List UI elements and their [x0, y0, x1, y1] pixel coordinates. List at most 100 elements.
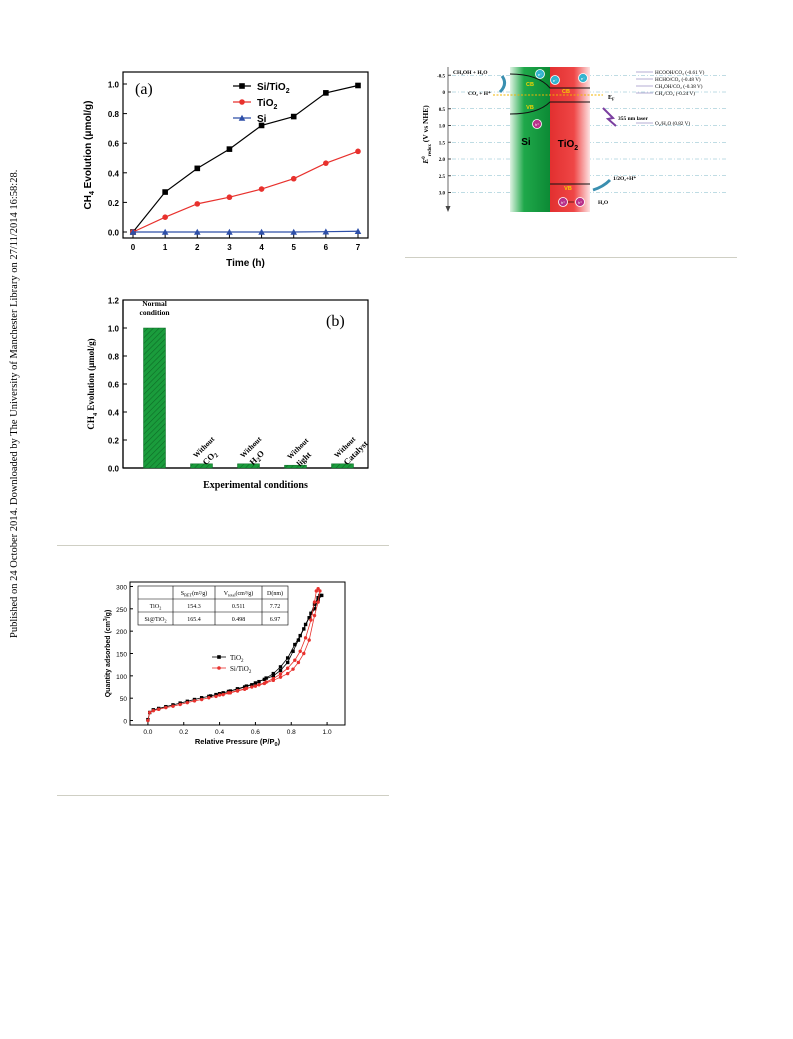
- data-point: [162, 189, 168, 195]
- data-point: [208, 694, 213, 698]
- bar: [143, 327, 166, 469]
- bar-label-line2-sub: 2: [213, 452, 220, 459]
- data-point: [242, 685, 247, 689]
- data-point: [244, 686, 249, 691]
- x-tick-label: 0.6: [251, 729, 260, 736]
- electron-label: e⁻: [553, 78, 557, 83]
- data-point: [178, 702, 182, 707]
- y-tick-label: 2.5: [439, 175, 446, 180]
- data-point: [309, 611, 313, 615]
- data-point: [354, 227, 362, 235]
- hole-label: h⁺: [578, 200, 582, 205]
- x-tick-label: 0.0: [143, 729, 152, 736]
- reaction-arrow-right: [592, 178, 612, 192]
- legend-label: Si: [257, 114, 267, 125]
- y-axis-label-rest: Evolution (μmol/g): [83, 101, 94, 192]
- si-band-region: [510, 67, 550, 212]
- data-point: [303, 636, 308, 640]
- data-point: [226, 194, 233, 201]
- fermi-label-sub: F: [612, 97, 615, 102]
- data-point: [285, 656, 290, 660]
- series-line: [132, 150, 359, 233]
- figure-a-line-chart: 0.0 0.2 0.4 0.6 0.8 1.0 0 1 2 3 4 5 6 7 Time (h) CH4 Ev…: [78, 60, 378, 285]
- hole-marker: [575, 197, 585, 207]
- data-point: [322, 228, 330, 235]
- reaction-arrow-left: [498, 75, 507, 94]
- table-row-label-sub: 2: [159, 606, 161, 611]
- y-axis-label-sub: 4: [92, 412, 99, 416]
- electron-marker: [535, 69, 545, 79]
- y-tick-label: 3.0: [439, 192, 446, 197]
- divider-right-1: [405, 257, 737, 258]
- x-tick-label: 2: [195, 243, 200, 252]
- x-axis-label: Relative Pressure (P/P0): [195, 737, 281, 748]
- table-header-main: V: [224, 591, 229, 597]
- y-tick-label: 0.0: [108, 465, 120, 474]
- x-tick-label: 0: [131, 243, 136, 252]
- data-point: [318, 593, 322, 598]
- data-point: [312, 600, 317, 604]
- legend-label: TiO2: [257, 98, 277, 111]
- data-point: [298, 633, 302, 638]
- data-point: [193, 228, 201, 235]
- legend-label: Si/TiO2: [230, 665, 252, 675]
- bar-label-line2-sub: 2: [256, 456, 263, 463]
- data-point: [244, 684, 249, 688]
- figure-b-bar-chart: 0.0 0.2 0.4 0.6 0.8 1.0 1.2 Normal condition With…: [78, 290, 378, 500]
- product-annotation: CH₃OH + H₂O: [453, 70, 488, 76]
- data-point: [162, 214, 168, 220]
- table-header: SBET(m²/g): [181, 590, 207, 598]
- x-tick-label: 7: [356, 243, 361, 252]
- axis-arrow: [445, 206, 451, 212]
- legend-label: Si/TiO2: [257, 82, 290, 95]
- data-point: [293, 658, 297, 662]
- table-row-label-main: TiO: [150, 604, 160, 610]
- data-point: [258, 228, 265, 235]
- y-tick-label: 150: [116, 652, 127, 659]
- data-point: [285, 666, 290, 670]
- x-axis-label-sub: 0: [275, 742, 278, 748]
- data-point: [185, 700, 190, 705]
- data-point: [250, 683, 254, 687]
- table-row-label: TiO2: [150, 604, 162, 611]
- data-point: [253, 681, 258, 685]
- data-point: [221, 692, 225, 697]
- redox-couple-label: CH₃OH/CO₂ (-0.38 V): [655, 83, 703, 90]
- axis-label-tail: (V vs NHE): [421, 105, 430, 144]
- hole-label: h⁺: [535, 122, 539, 127]
- y-axis-label-main: Quantity adsorbed (cm: [105, 621, 112, 697]
- data-point: [271, 678, 276, 683]
- legend-marker: [217, 655, 221, 659]
- axis-label-main: E: [421, 159, 430, 165]
- y-tick-label: 1.5: [439, 141, 446, 146]
- data-point: [278, 668, 283, 673]
- y-tick-label: 200: [116, 629, 127, 636]
- table-header-main: D(nm): [267, 590, 283, 597]
- axis-label-sub: redox: [428, 144, 433, 157]
- data-point: [221, 691, 225, 695]
- table-cell: 6.97: [270, 617, 281, 623]
- y-tick-label: 0.8: [108, 353, 120, 362]
- electron-marker: [550, 75, 560, 85]
- table-cell: 7.72: [270, 604, 281, 610]
- y-tick-label: 0.5: [439, 108, 446, 113]
- data-point: [257, 679, 261, 684]
- data-point: [290, 175, 297, 182]
- table-cell: 0.498: [232, 617, 246, 623]
- data-point: [258, 186, 265, 192]
- redox-couple-label: HCHO/CO₂ (-0.48 V): [655, 76, 701, 83]
- panel-label-a: (a): [135, 81, 153, 98]
- legend-marker: [238, 114, 246, 121]
- plot-frame: [122, 71, 369, 239]
- hole-marker: [558, 197, 568, 207]
- data-point: [285, 671, 290, 676]
- data-point: [235, 687, 240, 691]
- data-point: [303, 622, 308, 627]
- legend-label-main: Si/TiO: [257, 82, 286, 93]
- legend-label-sub: 2: [249, 670, 252, 675]
- data-point: [226, 691, 231, 695]
- y-axis-label-tail: /g): [105, 610, 112, 619]
